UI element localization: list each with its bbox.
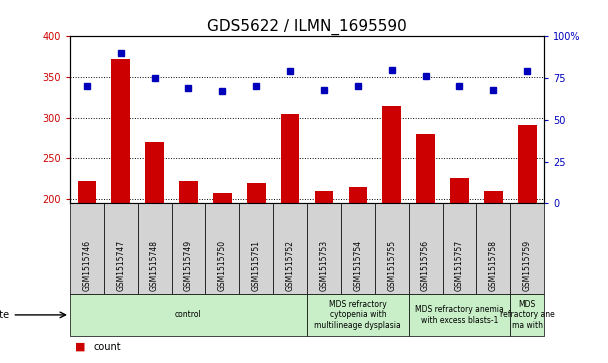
Text: GSM1515752: GSM1515752 (286, 240, 295, 291)
Text: disease state: disease state (0, 310, 9, 320)
FancyBboxPatch shape (341, 203, 375, 294)
Title: GDS5622 / ILMN_1695590: GDS5622 / ILMN_1695590 (207, 19, 407, 35)
Text: GSM1515758: GSM1515758 (489, 240, 498, 291)
Text: GSM1515747: GSM1515747 (116, 240, 125, 291)
FancyBboxPatch shape (307, 294, 409, 336)
Bar (484, 191, 503, 203)
Bar (416, 134, 435, 203)
Bar (111, 59, 130, 203)
Text: GSM1515751: GSM1515751 (252, 240, 261, 291)
Bar (145, 142, 164, 203)
FancyBboxPatch shape (307, 203, 341, 294)
Text: GSM1515748: GSM1515748 (150, 240, 159, 291)
FancyBboxPatch shape (70, 203, 104, 294)
Text: GSM1515753: GSM1515753 (319, 240, 328, 291)
FancyBboxPatch shape (443, 203, 477, 294)
Bar (518, 125, 536, 203)
Text: control: control (175, 310, 202, 319)
Text: GSM1515754: GSM1515754 (353, 240, 362, 291)
Text: MDS refractory
cytopenia with
multilineage dysplasia: MDS refractory cytopenia with multilinea… (314, 300, 401, 330)
FancyBboxPatch shape (171, 203, 206, 294)
Text: GSM1515757: GSM1515757 (455, 240, 464, 291)
FancyBboxPatch shape (409, 203, 443, 294)
Text: count: count (94, 342, 121, 352)
FancyBboxPatch shape (137, 203, 171, 294)
FancyBboxPatch shape (206, 203, 240, 294)
Bar (281, 114, 299, 203)
Bar (78, 181, 96, 203)
FancyBboxPatch shape (70, 294, 307, 336)
Bar (348, 187, 367, 203)
Text: GSM1515746: GSM1515746 (82, 240, 91, 291)
Text: GSM1515750: GSM1515750 (218, 240, 227, 291)
Text: GSM1515749: GSM1515749 (184, 240, 193, 291)
FancyBboxPatch shape (240, 203, 273, 294)
Text: GSM1515756: GSM1515756 (421, 240, 430, 291)
FancyBboxPatch shape (273, 203, 307, 294)
FancyBboxPatch shape (510, 294, 544, 336)
Bar (179, 181, 198, 203)
Bar (213, 193, 232, 203)
FancyBboxPatch shape (510, 203, 544, 294)
Text: GSM1515755: GSM1515755 (387, 240, 396, 291)
Text: ■: ■ (75, 342, 85, 352)
Bar (315, 191, 333, 203)
Text: GSM1515759: GSM1515759 (523, 240, 532, 291)
Bar (382, 106, 401, 203)
Text: MDS
refractory ane
ma with: MDS refractory ane ma with (500, 300, 554, 330)
Bar (247, 183, 266, 203)
Bar (450, 178, 469, 203)
FancyBboxPatch shape (375, 203, 409, 294)
Text: MDS refractory anemia
with excess blasts-1: MDS refractory anemia with excess blasts… (415, 305, 504, 325)
FancyBboxPatch shape (477, 203, 510, 294)
FancyBboxPatch shape (104, 203, 137, 294)
FancyBboxPatch shape (409, 294, 510, 336)
